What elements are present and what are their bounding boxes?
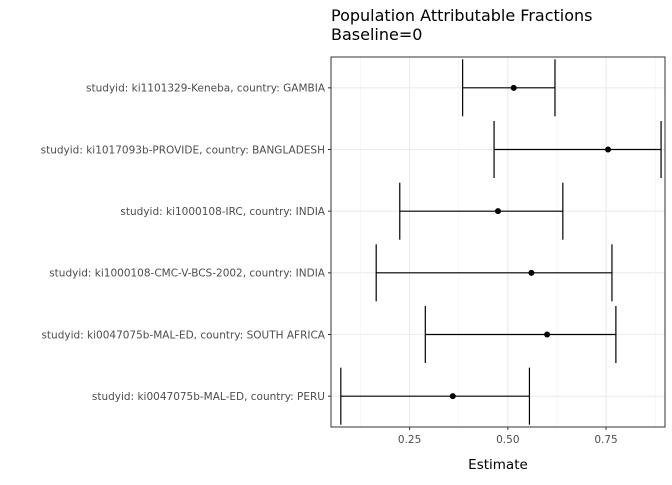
x-axis: 0.25 0.50 0.75 [398, 427, 618, 446]
y-axis: studyid: ki1101329-Keneba, country: GAMB… [41, 83, 331, 403]
y-tick-label-0: studyid: ki1101329-Keneba, country: GAMB… [86, 83, 326, 95]
panel-border [330, 56, 666, 428]
estimate-point-1 [605, 146, 612, 153]
estimate-point-4 [544, 331, 551, 338]
y-tick-label-4: studyid: ki0047075b-MAL-ED, country: SOU… [41, 329, 325, 341]
estimate-point-0 [510, 84, 517, 91]
estimate-point-2 [495, 208, 501, 215]
x-tick-label-2: 0.75 [594, 434, 617, 446]
x-tick-label-0: 0.25 [398, 434, 421, 446]
x-axis-label: Estimate [468, 457, 528, 473]
plot-panel [331, 57, 665, 427]
estimate-point-5 [449, 393, 456, 400]
chart-title: Population Attributable Fractions [331, 6, 593, 25]
chart-marks [340, 59, 662, 425]
y-tick-label-2: studyid: ki1000108-IRC, country: INDIA [120, 206, 325, 218]
y-tick-label-3: studyid: ki1000108-CMC-V-BCS-2002, count… [49, 268, 326, 280]
x-tick-label-1: 0.50 [496, 434, 519, 446]
y-tick-label-1: studyid: ki1017093b-PROVIDE, country: BA… [41, 144, 325, 156]
chart-subtitle: Baseline=0 [331, 25, 422, 44]
y-tick-label-5: studyid: ki0047075b-MAL-ED, country: PER… [92, 391, 325, 403]
estimate-point-3 [528, 269, 535, 276]
grid-minor [360, 57, 656, 427]
